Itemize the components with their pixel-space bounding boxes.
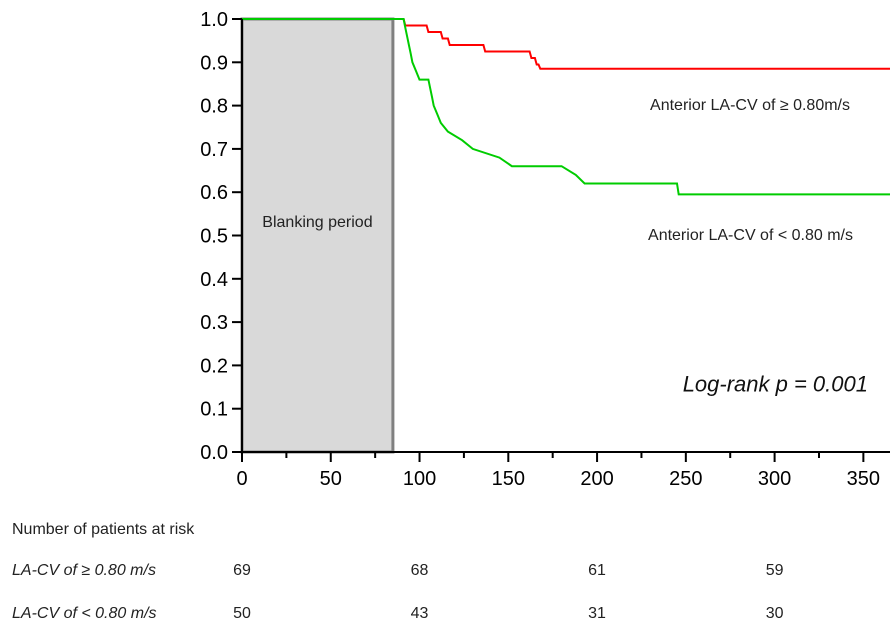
series-layer: [242, 18, 890, 196]
y-tick-label: 0.0: [200, 442, 228, 464]
x-tick-label: 250: [669, 468, 702, 490]
y-tick-label: 0.4: [200, 269, 228, 291]
y-tick-label: 0.9: [200, 52, 228, 74]
risk-value: 69: [233, 562, 251, 579]
y-tick-label: 1.0: [200, 9, 228, 31]
series-labels: Anterior LA-CV of ≥ 0.80m/s Anterior LA-C…: [648, 97, 853, 244]
risk-value: 59: [766, 562, 784, 579]
y-tick-label: 0.8: [200, 96, 228, 118]
risk-value: 30: [766, 605, 784, 622]
x-tick-label: 200: [580, 468, 613, 490]
risk-value: 68: [411, 562, 429, 579]
risk-row-label: LA-CV of < 0.80 m/s: [12, 605, 157, 622]
x-tick-label: 0: [236, 468, 247, 490]
risk-value: 31: [588, 605, 606, 622]
y-tick-label: 0.1: [200, 399, 228, 421]
y-tick-label: 0.2: [200, 355, 228, 377]
risk-value: 61: [588, 562, 606, 579]
x-tick-label: 300: [758, 468, 791, 490]
axes-layer: 0.0 0.1 0.2 0.3 0.4 0.5 0.6 0.7 0.8 0.9 1.0 0 50 100 1…: [200, 9, 890, 490]
y-tick-label: 0.7: [200, 139, 228, 161]
y-tick-label: 0.5: [200, 226, 228, 248]
risk-table: Number of patients at risk LA-CV of ≥ 0.8…: [12, 521, 784, 622]
blanking-label: Blanking period: [262, 214, 372, 231]
blanking-region: [240, 17, 395, 454]
log-rank-annotation: Log-rank p = 0.001: [683, 371, 868, 396]
x-tick-label: 50: [320, 468, 342, 490]
risk-row-label: LA-CV of ≥ 0.80 m/s: [12, 562, 156, 579]
series-label-1: Anterior LA-CV of < 0.80 m/s: [648, 227, 853, 244]
x-tick-label: 100: [403, 468, 436, 490]
y-tick-label: 0.6: [200, 182, 228, 204]
y-tick-label: 0.3: [200, 312, 228, 334]
risk-value: 43: [411, 605, 429, 622]
risk-value: 50: [233, 605, 251, 622]
series-label-0: Anterior LA-CV of ≥ 0.80m/s: [650, 97, 850, 114]
risk-table-header: Number of patients at risk: [12, 521, 195, 538]
series-line-0: [242, 18, 890, 70]
x-tick-label: 350: [847, 468, 880, 490]
series-line-1: [242, 18, 890, 196]
x-tick-label: 150: [492, 468, 525, 490]
